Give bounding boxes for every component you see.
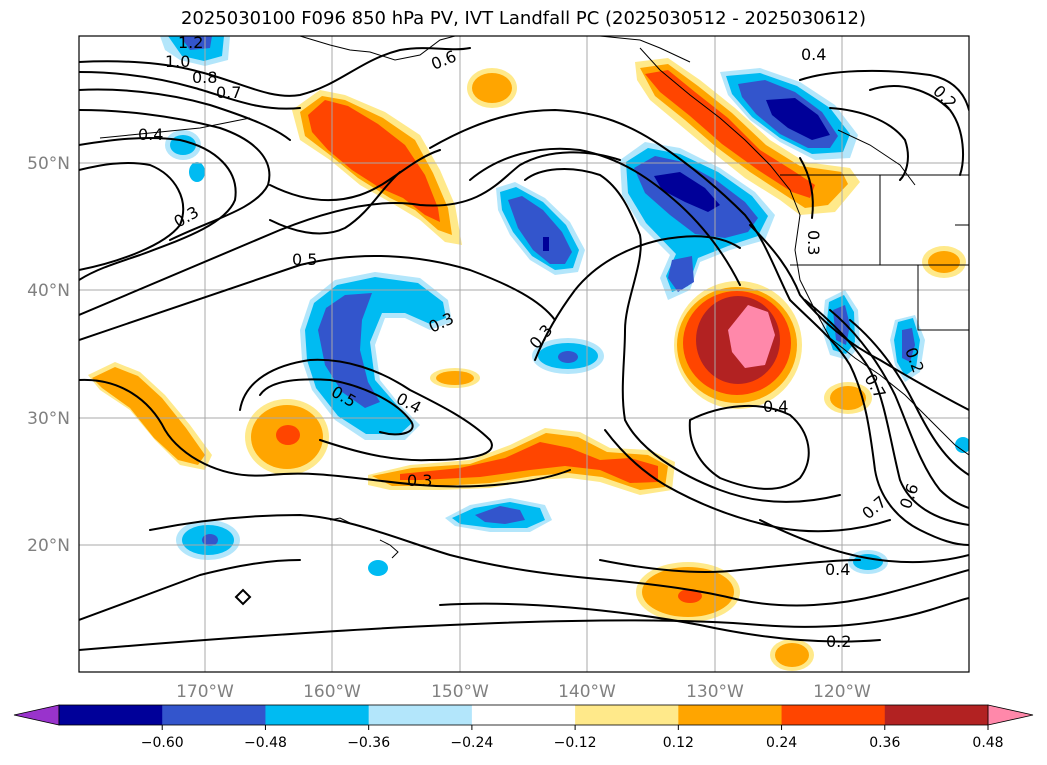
contour-label: 0.4 (138, 125, 163, 144)
lat-label: 40°N (27, 281, 70, 301)
colorbar-extend-right (987, 704, 1034, 726)
lon-axis: 170°W 160°W 150°W 140°W 130°W 120°W (176, 682, 871, 702)
contour-label: 0.2 (826, 632, 851, 651)
contour-label: 0.4 (801, 45, 826, 64)
contour-label: 0.4 (763, 397, 788, 416)
colorbar-swatch (575, 705, 679, 725)
contour-label: 0.5 (292, 250, 317, 269)
colorbar-swatch (884, 705, 989, 725)
map-title: 2025030100 F096 850 hPa PV, IVT Landfall… (180, 8, 867, 29)
contour-label: 0.4 (825, 560, 850, 579)
colorbar-swatch (781, 705, 886, 725)
lat-axis: 50°N 40°N 30°N 20°N (27, 154, 70, 556)
colorbar: −0.60 −0.48 −0.36 −0.24 −0.12 0.12 0.24 0.36 0.4… (13, 704, 1034, 751)
contour-label: 0.3 (804, 230, 823, 255)
lon-label: 120°W (813, 682, 871, 702)
lon-label: 150°W (431, 682, 489, 702)
colorbar-tick-label: −0.12 (554, 735, 597, 751)
contour-label: 1.2 (178, 33, 203, 52)
graticule (79, 36, 969, 672)
colorbar-swatch (471, 705, 576, 725)
contour-lines (79, 47, 969, 651)
lat-label: 20°N (27, 536, 70, 556)
contour-label: 1.0 (165, 52, 190, 71)
colorbar-swatch (265, 705, 370, 725)
lat-label: 30°N (27, 409, 70, 429)
colorbar-swatch (368, 705, 473, 725)
colorbar-tick-label: 0.24 (766, 735, 797, 751)
colorbar-swatch (162, 705, 266, 725)
colorbar-swatch (59, 705, 163, 725)
colorbar-extend-left (13, 704, 60, 726)
colorbar-frame (58, 704, 989, 726)
colorbar-tick-label: 0.36 (869, 735, 900, 751)
shading-layer (88, 36, 969, 671)
colorbar-tick-label: −0.36 (347, 735, 390, 751)
colorbar-tick-label: −0.48 (244, 735, 287, 751)
colorbar-tick-label: −0.24 (450, 735, 493, 751)
contour-label: 0.8 (192, 68, 217, 87)
lat-label: 50°N (27, 154, 70, 174)
colorbar-tick-label: −0.60 (141, 735, 184, 751)
contour-label: 0.3 (407, 471, 432, 490)
map-frame (78, 35, 970, 673)
contour-label: 0.7 (216, 83, 241, 102)
lon-label: 130°W (686, 682, 744, 702)
colorbar-swatch (678, 705, 783, 725)
colorbar-tick-label: 0.48 (972, 735, 1003, 751)
lon-label: 140°W (558, 682, 616, 702)
lon-label: 160°W (303, 682, 361, 702)
colorbar-tick-label: 0.12 (663, 735, 694, 751)
coastlines (99, 36, 969, 606)
lon-label: 170°W (176, 682, 234, 702)
